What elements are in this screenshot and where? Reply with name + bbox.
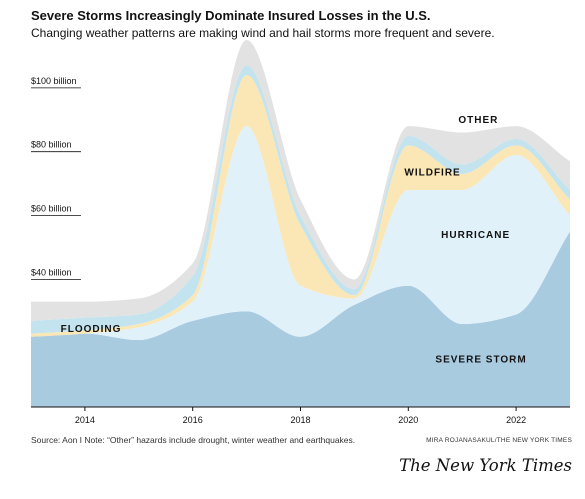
- severe-storm-area: [31, 231, 570, 407]
- wildfire-area: [31, 75, 570, 337]
- wildfire-label: WILDFIRE: [404, 168, 460, 179]
- x-axis: 2014 2016 2018 2020 2022: [31, 406, 570, 425]
- y-axis: $40 billion $60 billion $80 billion $100 bi…: [31, 76, 81, 280]
- other-label: OTHER: [458, 115, 498, 126]
- x-tick-label: 2018: [290, 415, 310, 425]
- stacked-area-chart: $40 billion $60 billion $80 billion $100 bi…: [31, 40, 570, 425]
- y-tick-label: $100 billion: [31, 76, 77, 86]
- page-subtitle: Changing weather patterns are making win…: [31, 26, 495, 40]
- flooding-label: FLOODING: [61, 324, 122, 335]
- severe-storm-label: SEVERE STORM: [435, 354, 526, 365]
- y-tick-label: $40 billion: [31, 267, 72, 277]
- series-labels: SEVERE STORM HURRICANE WILDFIRE FLOODING OTH…: [61, 115, 526, 365]
- source-note: Source: Aon I Note: “Other” hazards incl…: [31, 435, 356, 445]
- area-layer: [31, 40, 570, 407]
- y-tick-label: $80 billion: [31, 140, 72, 150]
- x-tick-label: 2014: [75, 415, 95, 425]
- hurricane-area: [31, 126, 570, 340]
- x-tick-label: 2020: [398, 415, 418, 425]
- x-tick-label: 2016: [183, 415, 203, 425]
- credit-line: MIRA ROJANASAKUL/THE NEW YORK TIMES: [426, 437, 572, 444]
- nyt-logo: The New York Times: [399, 456, 572, 475]
- page-title: Severe Storms Increasingly Dominate Insu…: [31, 8, 431, 23]
- y-tick-label: $60 billion: [31, 204, 72, 214]
- hurricane-label: HURRICANE: [441, 230, 510, 241]
- x-tick-label: 2022: [506, 415, 526, 425]
